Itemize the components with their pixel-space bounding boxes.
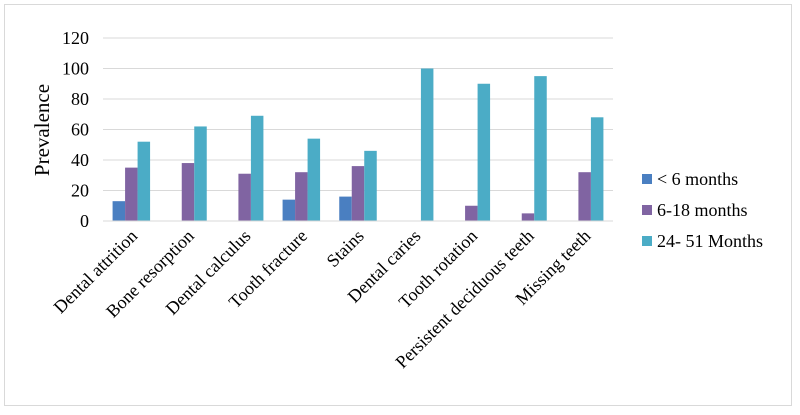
- y-tick-label: 60: [71, 120, 89, 140]
- bar: [420, 68, 434, 221]
- y-tick-label: 80: [71, 89, 89, 109]
- bar: [364, 150, 377, 221]
- bar: [282, 199, 296, 221]
- bar: [339, 196, 352, 221]
- y-tick-label: 0: [80, 211, 89, 231]
- bar: [534, 76, 547, 221]
- legend-label: < 6 months: [657, 169, 738, 189]
- y-axis-label: Prevalence: [30, 84, 54, 176]
- bar: [295, 172, 308, 221]
- legend-label: 6-18 months: [657, 200, 748, 220]
- y-tick-label: 120: [62, 28, 89, 48]
- y-tick-label: 100: [62, 59, 89, 79]
- y-tick-label: 40: [71, 150, 89, 170]
- bar: [250, 115, 264, 221]
- bar: [125, 167, 138, 221]
- bar: [307, 138, 321, 221]
- legend-swatch: [642, 174, 652, 184]
- legend-label: 24- 51 Months: [657, 231, 763, 251]
- bar: [477, 83, 491, 221]
- y-tick-label: 20: [71, 181, 89, 201]
- bar: [137, 141, 151, 221]
- x-tick-label: Stains: [323, 226, 368, 271]
- bar: [112, 201, 126, 221]
- bar: [521, 213, 535, 221]
- legend: < 6 months 6-18 months 24- 51 Months: [642, 169, 763, 251]
- legend-swatch: [642, 205, 652, 215]
- bar: [590, 117, 604, 221]
- chart-frame: [4, 4, 792, 406]
- bar: [465, 205, 478, 221]
- legend-swatch: [642, 236, 652, 246]
- bar: [578, 172, 591, 221]
- bar: [238, 173, 251, 221]
- bars: [112, 68, 604, 221]
- y-axis-ticks: 0 20 40 60 80 100 120: [62, 28, 89, 231]
- gridlines: [103, 37, 613, 191]
- bar: [194, 126, 207, 221]
- bar: [351, 166, 365, 221]
- bar: [181, 163, 195, 221]
